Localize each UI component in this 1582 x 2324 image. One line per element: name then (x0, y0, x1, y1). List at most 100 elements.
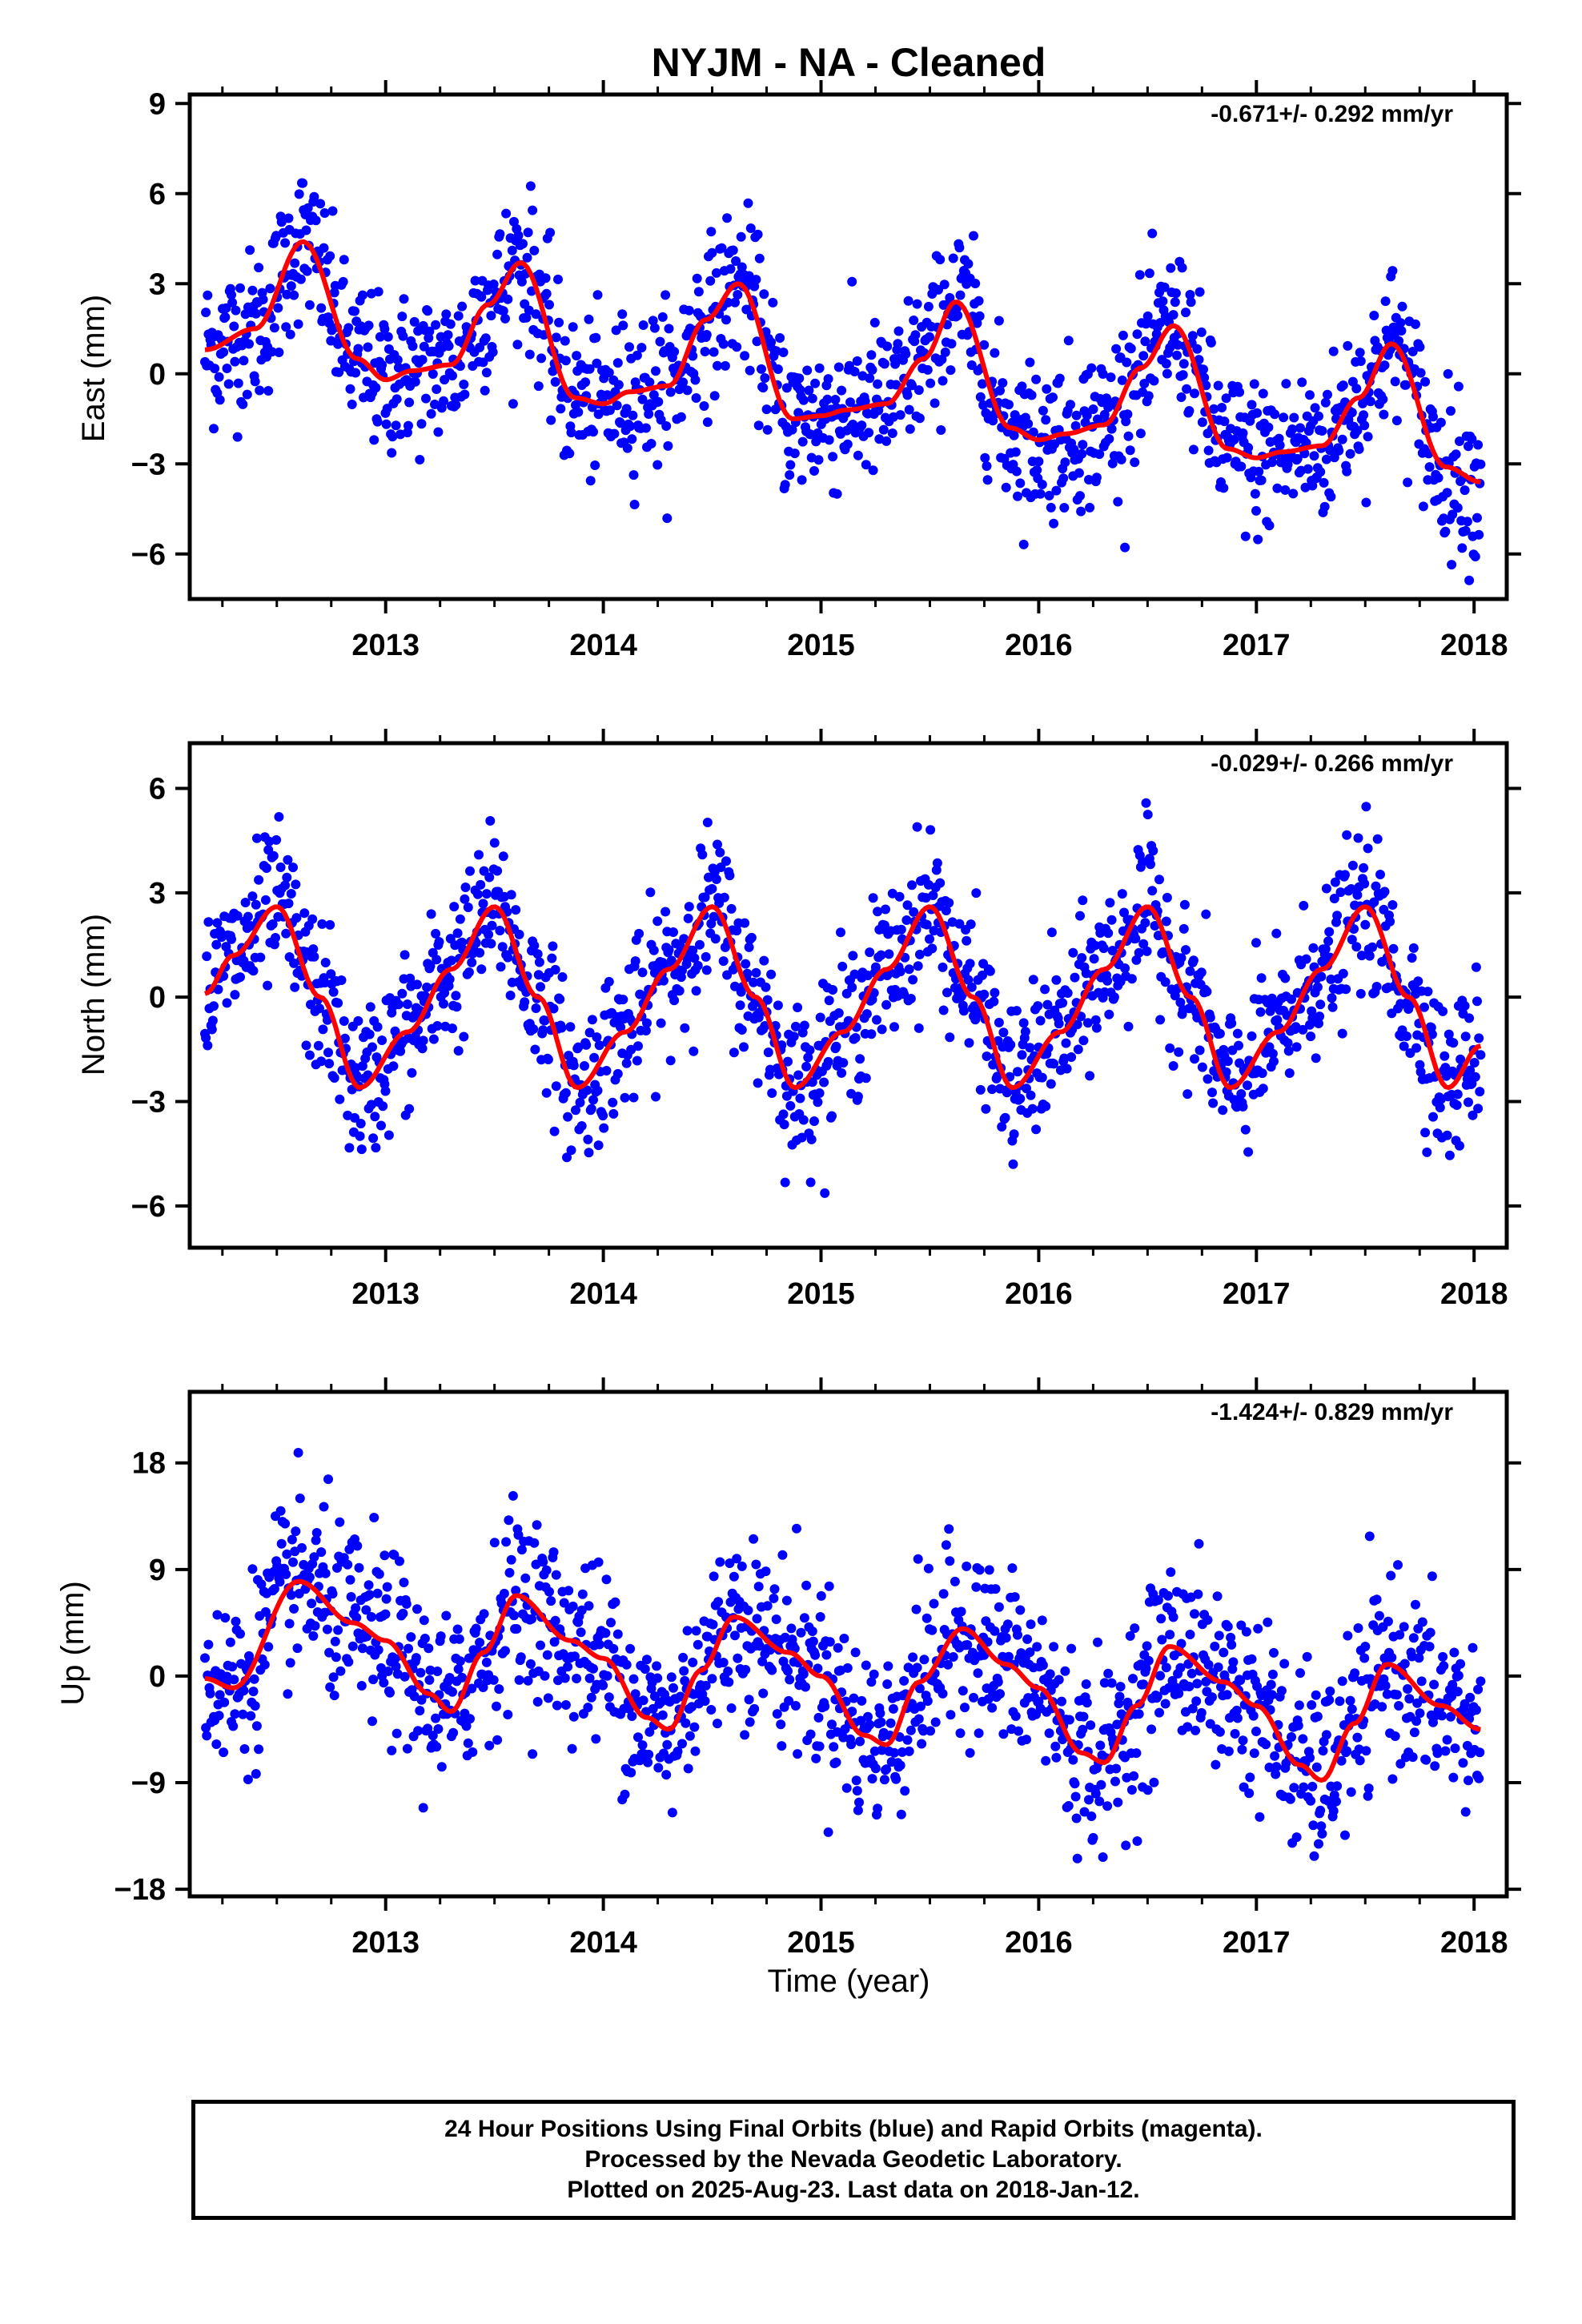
north-point (262, 863, 271, 873)
north-point (1170, 991, 1180, 1001)
north-point (1387, 900, 1398, 910)
east-point (524, 349, 535, 360)
east-point (592, 290, 603, 300)
up-point (1391, 1690, 1402, 1700)
north-point (1320, 944, 1331, 954)
north-point (495, 926, 505, 935)
up-point (1082, 1698, 1092, 1708)
east-point (1074, 468, 1084, 478)
east-point (1063, 336, 1074, 346)
north-point (213, 984, 223, 995)
east-point (604, 368, 614, 378)
up-point (974, 1565, 985, 1575)
north-point (426, 909, 436, 919)
up-point (215, 1690, 225, 1700)
north-point (938, 1005, 949, 1015)
up-point (1452, 1687, 1463, 1697)
up-point (1293, 1720, 1303, 1731)
up-point (307, 1598, 317, 1609)
up-point (1228, 1657, 1239, 1667)
north-point (396, 1046, 406, 1056)
up-point (423, 1723, 433, 1734)
east-point (219, 347, 229, 357)
up-point (879, 1775, 889, 1785)
up-point (1312, 1711, 1323, 1722)
east-point (408, 341, 418, 352)
north-point (1411, 1043, 1422, 1053)
north-point (881, 999, 892, 1010)
north-point (463, 903, 473, 912)
east-point (551, 332, 561, 343)
north-point (824, 995, 834, 1006)
north-point (467, 957, 477, 967)
east-point (1011, 466, 1022, 476)
up-point (391, 1662, 401, 1671)
north-point (1291, 1042, 1302, 1052)
north-point (1168, 1061, 1178, 1071)
north-point (630, 956, 640, 967)
up-point (591, 1734, 601, 1744)
north-point (529, 940, 540, 951)
east-point (428, 369, 438, 379)
up-point (488, 1675, 499, 1685)
east-point (554, 317, 564, 328)
east-point (700, 347, 710, 356)
east-point (969, 231, 978, 241)
up-point (552, 1700, 562, 1711)
east-point (339, 255, 349, 265)
east-point (907, 380, 917, 391)
north-point (998, 1027, 1009, 1038)
east-point (523, 227, 533, 238)
north-point (1154, 875, 1164, 885)
north-point (1208, 1098, 1219, 1108)
east-point (421, 393, 431, 404)
north-point (489, 838, 500, 848)
up-point (1276, 1686, 1287, 1696)
north-point (820, 1188, 830, 1198)
up-point (584, 1673, 595, 1683)
up-point (870, 1763, 881, 1774)
east-point (319, 208, 330, 218)
up-point (229, 1675, 239, 1685)
north-point (440, 987, 450, 998)
east-point (500, 313, 510, 324)
up-point (1421, 1755, 1431, 1765)
up-point (708, 1619, 718, 1630)
north-point (894, 891, 905, 902)
north-point (789, 1031, 799, 1042)
north-point (797, 1027, 808, 1038)
north-point (207, 1024, 217, 1035)
north-point (803, 1052, 813, 1063)
north-point (697, 850, 708, 860)
east-y-tick-label: −3 (131, 448, 166, 481)
up-point (1002, 1619, 1013, 1630)
up-point (889, 1747, 899, 1758)
north-point (1341, 984, 1351, 995)
up-point (269, 1584, 279, 1594)
x-axis-label: Time (year) (768, 1964, 930, 1999)
north-point (1452, 1100, 1462, 1110)
up-point (652, 1673, 663, 1683)
east-point (1369, 311, 1379, 320)
up-point (494, 1684, 504, 1695)
up-point (1427, 1571, 1437, 1582)
up-point (1086, 1811, 1097, 1821)
north-point (503, 952, 513, 963)
up-point (973, 1668, 983, 1679)
up-point (827, 1719, 837, 1730)
up-point (1271, 1769, 1281, 1779)
north-point (640, 1026, 651, 1035)
up-point (546, 1596, 556, 1606)
east-point (507, 245, 517, 255)
up-point (248, 1687, 259, 1697)
north-point (1240, 1124, 1251, 1135)
up-point (1315, 1805, 1326, 1815)
north-point (1027, 1104, 1038, 1114)
north-point (1195, 1045, 1205, 1055)
up-point (382, 1582, 392, 1592)
east-point (1054, 373, 1065, 384)
north-point (444, 974, 455, 984)
east-point (1411, 319, 1420, 329)
up-point (1261, 1739, 1271, 1750)
north-point (530, 1044, 540, 1055)
